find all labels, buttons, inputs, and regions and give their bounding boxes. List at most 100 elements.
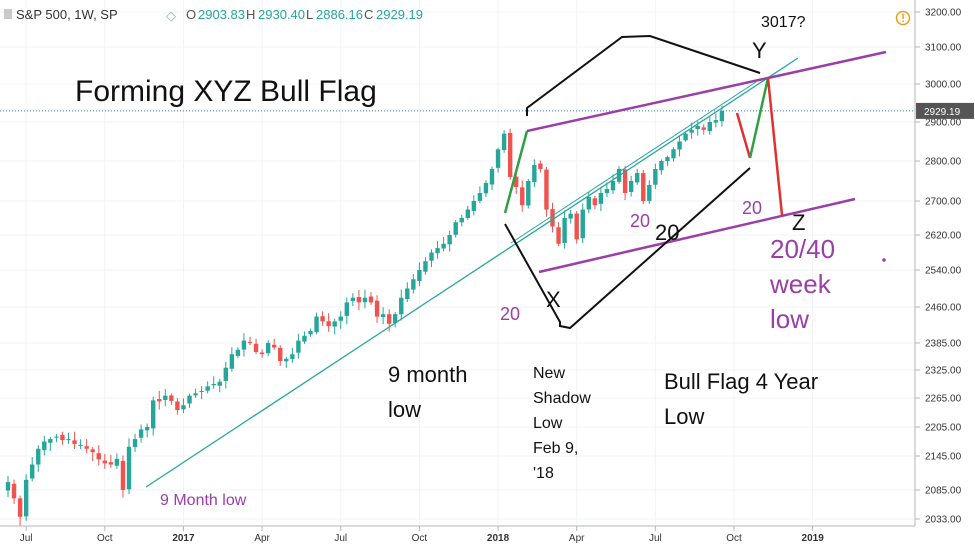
annotation-9month-small: 9 Month low: [160, 492, 247, 509]
candle-body: [151, 400, 156, 429]
x-tick-label: Oct: [97, 533, 113, 544]
close-value: 2929.19: [376, 7, 423, 22]
annotation-9month-line1: 9 month: [388, 362, 468, 387]
candle-body: [108, 462, 114, 465]
candle-body: [229, 354, 235, 369]
annotation-twenty-b: 20: [630, 211, 650, 231]
candle-body: [459, 218, 464, 223]
candle-body: [144, 427, 150, 431]
candle-body: [259, 352, 265, 355]
candle-body: [586, 197, 591, 210]
candle-body: [526, 181, 531, 206]
candle-body: [90, 449, 95, 453]
y-tick-label: 2145.00: [925, 452, 962, 463]
candle-body: [84, 446, 89, 449]
candle-body: [42, 441, 47, 451]
candle-body: [568, 213, 573, 219]
candle-body: [278, 347, 283, 361]
annotation-twenty-d: 20: [742, 198, 762, 218]
candle-body: [665, 157, 670, 162]
candle-body: [356, 296, 362, 303]
candle-body: [417, 270, 422, 282]
candle-body: [120, 460, 126, 490]
annotation-z: Z: [792, 210, 805, 235]
candle-body: [302, 335, 307, 342]
candle-body: [344, 302, 349, 316]
candle-body: [332, 321, 337, 327]
trendline-support: [145, 57, 799, 488]
open-value: 2903.83: [198, 7, 245, 22]
candle-body: [223, 367, 228, 381]
x-tick-label: Apr: [254, 533, 270, 544]
candle-body: [707, 122, 712, 132]
high-value: 2930.40: [258, 7, 305, 22]
candle-body: [187, 395, 192, 404]
y-tick-label: 2265.00: [925, 394, 962, 405]
channel-upper: [526, 50, 887, 133]
candle-body: [217, 381, 222, 386]
candle-body: [66, 439, 71, 441]
candle-body: [205, 386, 210, 391]
candle-body: [671, 149, 676, 159]
candle-body: [399, 297, 404, 315]
projection-up-1: [503, 130, 529, 214]
y-tick-label: 2385.00: [925, 339, 962, 350]
alert-icon[interactable]: [895, 10, 911, 26]
y-tick-label: 2620.00: [925, 231, 962, 242]
candle-body: [489, 169, 495, 185]
annotation-weeklow-2: week: [769, 269, 832, 299]
candle-body: [23, 479, 29, 517]
candle-body: [272, 344, 277, 348]
candle-body: [362, 297, 368, 303]
y-tick-label: 2700.00: [925, 197, 962, 208]
candle-body: [507, 132, 513, 177]
candle-body: [175, 401, 180, 411]
candle-body: [393, 314, 398, 323]
candle-body: [483, 183, 489, 194]
bracket-bottom: [504, 167, 751, 330]
candle-body: [235, 349, 241, 356]
candle-body: [423, 261, 428, 272]
candle-body: [641, 173, 646, 201]
candle-body: [514, 176, 519, 187]
symbol-title: S&P 500, 1W, SP: [16, 7, 118, 22]
annotation-shadow-3: Low: [533, 415, 563, 432]
candle-body: [350, 297, 356, 301]
candle-body: [386, 314, 392, 324]
candle-body: [54, 436, 59, 438]
candle-body: [169, 395, 174, 401]
x-tick-label: Apr: [569, 533, 585, 544]
candle-body: [308, 331, 313, 335]
candle-body: [647, 185, 652, 201]
annotation-target: 3017?: [761, 14, 806, 31]
candle-body: [405, 288, 410, 300]
candle-body: [592, 198, 598, 206]
candle-body: [532, 165, 537, 183]
eye-icon[interactable]: ◇: [166, 8, 176, 23]
candle-body: [580, 209, 585, 239]
candle-body: [102, 460, 107, 464]
candle-body: [253, 343, 259, 352]
candle-body: [453, 222, 458, 235]
y-tick-label: 3000.00: [925, 80, 962, 91]
candle-body: [689, 129, 694, 133]
x-tick-label: 2017: [172, 533, 195, 544]
bracket-top: [526, 34, 761, 116]
low-label: L: [306, 7, 313, 22]
candle-body: [30, 464, 35, 479]
last-price-badge: [916, 102, 974, 119]
y-tick-label: 2900.00: [925, 118, 962, 129]
candles: [5, 105, 725, 526]
candle-body: [374, 300, 380, 317]
candle-body: [193, 393, 198, 396]
channel-lower: [538, 197, 856, 274]
candle-body: [550, 209, 555, 227]
candle-body: [296, 340, 301, 353]
annotation-weeklow-3: low: [770, 304, 809, 334]
y-tick-label: 2205.00: [925, 423, 962, 434]
candle-body: [11, 483, 17, 499]
y-tick-label: 2325.00: [925, 366, 962, 377]
candle-body: [622, 169, 628, 193]
candle-body: [17, 498, 23, 517]
